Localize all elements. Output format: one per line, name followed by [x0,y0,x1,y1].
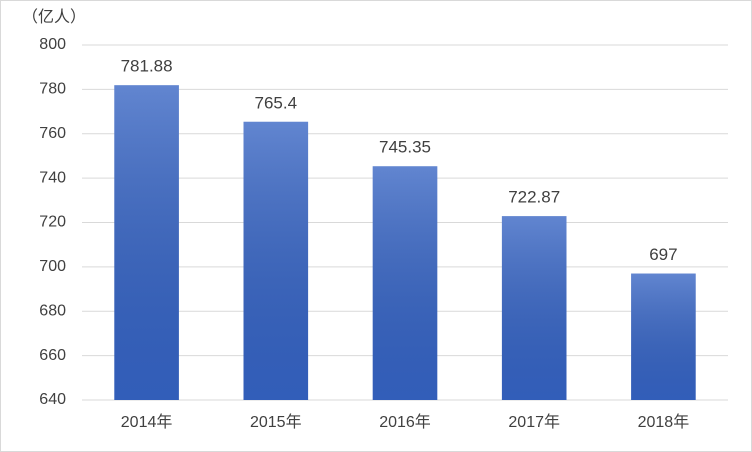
y-tick-label: 740 [39,169,66,186]
y-tick-label: 640 [39,391,66,408]
y-tick-label: 720 [39,214,66,231]
y-tick-label: 660 [39,347,66,364]
data-label: 697 [649,245,677,264]
y-axis-unit: （亿人） [22,8,86,26]
bar-sheen [372,166,438,400]
bar-sheen [114,85,179,401]
y-tick-label: 780 [39,81,66,98]
y-tick-label: 760 [39,125,66,142]
x-tick-label: 2017年 [508,413,560,431]
data-label: 722.87 [508,188,560,207]
bar-sheen [501,216,567,400]
x-tick-label: 2014年 [121,413,173,431]
data-label: 765.4 [255,93,298,112]
y-tick-label: 700 [39,258,66,275]
x-tick-label: 2015年 [250,413,302,431]
x-tick-label: 2018年 [638,413,690,431]
y-tick-label: 680 [39,302,66,319]
data-label: 781.88 [121,57,173,76]
bar-sheen [631,273,696,400]
y-tick-label: 800 [39,36,66,53]
bar-sheen [243,121,309,401]
data-label: 745.35 [379,138,431,157]
x-tick-label: 2016年 [379,413,431,431]
